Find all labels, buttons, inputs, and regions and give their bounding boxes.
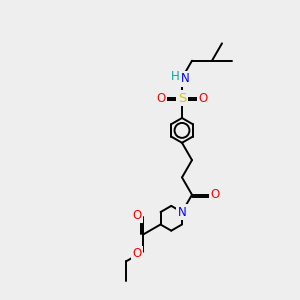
Text: H: H: [171, 70, 179, 83]
Text: N: N: [181, 73, 189, 85]
Text: O: O: [210, 188, 220, 201]
Text: O: O: [156, 92, 166, 104]
Text: O: O: [133, 209, 142, 222]
Text: O: O: [198, 92, 208, 104]
Text: S: S: [178, 92, 186, 104]
Text: N: N: [178, 206, 186, 219]
Text: O: O: [133, 247, 142, 260]
